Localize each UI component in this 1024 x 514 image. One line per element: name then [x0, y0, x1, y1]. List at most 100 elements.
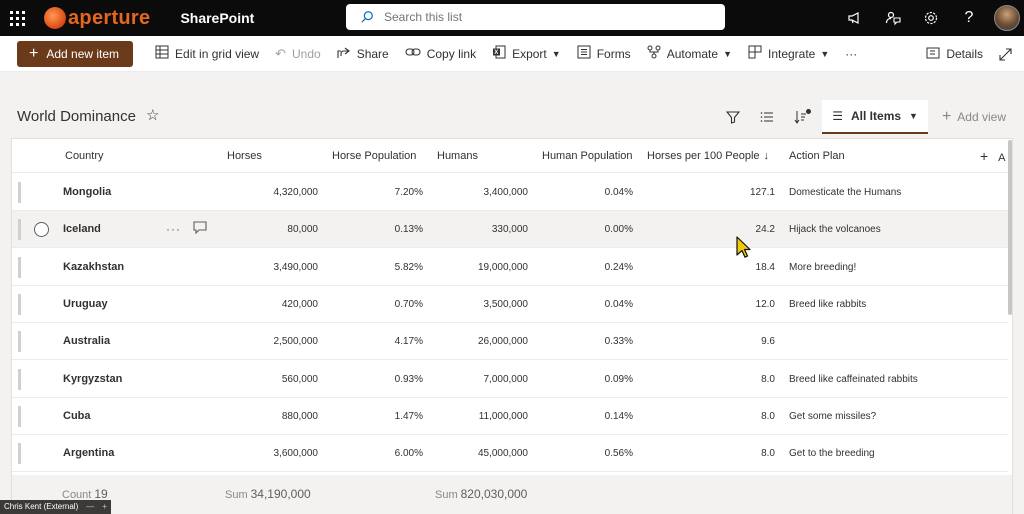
integrate-button[interactable]: Integrate ▼: [740, 36, 837, 72]
automate-button[interactable]: Automate ▼: [639, 36, 740, 72]
row-status-bar: [18, 256, 21, 278]
export-label: Export: [512, 46, 547, 61]
table-row[interactable]: Kazakhstan 3,490,000 5.82% 19,000,000 0.24% 1…: [12, 249, 1008, 286]
copy-link-label: Copy link: [426, 46, 477, 61]
minimize-icon[interactable]: —: [86, 502, 95, 511]
cell-country[interactable]: Kyrgyzstan: [63, 372, 123, 385]
favorite-star-icon[interactable]: ☆: [146, 107, 160, 124]
chevron-down-icon: ▼: [551, 48, 561, 59]
cell-country[interactable]: Uruguay: [63, 297, 108, 310]
app-name[interactable]: SharePoint: [180, 10, 255, 26]
cell-country[interactable]: Mongolia: [63, 186, 112, 198]
cell-human-population: 0.00%: [604, 224, 633, 236]
column-header-human-population[interactable]: Human Population: [542, 150, 633, 162]
column-header-humans[interactable]: Humans: [437, 150, 478, 162]
humans-sum-value: 820,030,000: [460, 487, 528, 501]
cell-action-plan: Get some missiles?: [789, 410, 877, 422]
column-header-horses-per-100[interactable]: Horses per 100 People ↓: [647, 139, 769, 173]
view-selector[interactable]: ☰ All Items ▼: [822, 100, 928, 134]
row-select-checkbox[interactable]: [34, 222, 49, 238]
cell-country[interactable]: Cuba: [63, 409, 91, 422]
cell-human-population: 0.09%: [604, 373, 633, 385]
search-box[interactable]: [346, 4, 725, 30]
cell-action-plan: Hijack the volcanoes: [789, 224, 881, 236]
copy-link-button[interactable]: Copy link: [397, 36, 484, 72]
forms-button[interactable]: Forms: [569, 36, 639, 72]
column-header-horse-population[interactable]: Horse Population: [332, 150, 417, 162]
cell-horse-population: 5.82%: [394, 261, 423, 273]
add-new-item-button[interactable]: + Add new item: [17, 40, 134, 67]
help-icon[interactable]: ?: [964, 9, 974, 26]
share-button[interactable]: Share: [329, 36, 397, 72]
count-total: Count 19: [62, 487, 108, 501]
table-row[interactable]: Mongolia 4,320,000 7.20% 3,400,000 0.04% 127.…: [12, 174, 1008, 211]
cell-horses: 880,000: [281, 410, 318, 422]
count-total-value: 19: [94, 487, 108, 501]
app-launcher-icon[interactable]: [0, 0, 34, 36]
cell-human-population: 0.33%: [604, 336, 633, 348]
cell-horses-per-100: 18.4: [755, 261, 775, 273]
column-header-country[interactable]: Country: [65, 150, 104, 162]
cell-human-population: 0.24%: [604, 261, 633, 273]
group-by-icon[interactable]: [750, 100, 784, 134]
add-column-button[interactable]: + A: [980, 148, 1006, 164]
cell-humans: 3,500,000: [483, 298, 529, 310]
edit-grid-view-button[interactable]: Edit in grid view: [147, 36, 267, 72]
automate-label: Automate: [666, 46, 719, 61]
brand-logo[interactable]: aperture: [44, 6, 150, 30]
gear-icon[interactable]: [912, 0, 950, 36]
sort-icon[interactable]: [784, 100, 818, 134]
share-label: Share: [356, 46, 389, 61]
table-row[interactable]: Uruguay 420,000 0.70% 3,500,000 0.04% 12.0 Bre…: [12, 286, 1008, 323]
filter-icon[interactable]: [716, 100, 750, 134]
cell-country[interactable]: Australia: [63, 335, 111, 348]
cell-horses: 4,320,000: [273, 187, 319, 198]
megaphone-icon[interactable]: [836, 0, 874, 36]
list-title: World Dominance: [17, 108, 136, 125]
column-header-action-plan[interactable]: Action Plan: [789, 150, 845, 162]
forms-icon: [577, 45, 591, 62]
cell-horses: 80,000: [287, 224, 318, 236]
column-header-horses[interactable]: Horses: [227, 150, 262, 162]
cell-action-plan: Domesticate the Humans: [789, 187, 902, 198]
table-row[interactable]: Argentina 3,600,000 6.00% 45,000,000 0.56% 8.…: [12, 435, 1008, 473]
horses-sum: Sum 34,190,000: [225, 487, 311, 501]
row-more-actions-icon[interactable]: ···: [166, 222, 181, 237]
table-header: Country Horses Horse Population Humans H…: [12, 139, 1012, 173]
undo-button[interactable]: ↶ Undo: [267, 36, 329, 72]
details-button[interactable]: Details: [918, 36, 991, 72]
cell-horse-population: 0.13%: [394, 224, 423, 236]
vertical-scrollbar[interactable]: [1008, 140, 1012, 315]
search-input[interactable]: [384, 10, 704, 24]
feedback-icon[interactable]: [874, 0, 912, 36]
suite-bar: aperture SharePoint ?: [0, 0, 1024, 36]
forms-label: Forms: [596, 46, 631, 61]
cell-horses-per-100: 12.0: [755, 298, 775, 310]
expand-icon[interactable]: [991, 36, 1024, 72]
chevron-down-icon: ▼: [909, 111, 918, 121]
totals-row: Count 19 Sum 34,190,000 Sum 820,030,000: [12, 475, 1012, 514]
avatar[interactable]: [994, 5, 1020, 31]
add-view-button[interactable]: + Add view: [932, 108, 1010, 126]
table-row[interactable]: Cuba 880,000 1.47% 11,000,000 0.14% 8.0 Get so…: [12, 398, 1008, 435]
cell-human-population: 0.56%: [604, 448, 633, 460]
cell-country[interactable]: Argentina: [63, 447, 115, 460]
row-comment-icon[interactable]: [193, 221, 207, 237]
count-total-label: Count: [62, 489, 92, 501]
chevron-down-icon: ▼: [723, 48, 732, 59]
cell-horses: 560,000: [281, 373, 318, 385]
more-commands-button[interactable]: ···: [845, 46, 858, 61]
export-button[interactable]: X Export ▼: [484, 36, 569, 72]
row-status-bar: [18, 293, 21, 315]
plus-icon[interactable]: +: [102, 502, 107, 511]
undo-icon: ↶: [275, 45, 286, 61]
cell-humans: 330,000: [491, 224, 528, 236]
cell-country[interactable]: Kazakhstan: [63, 260, 125, 273]
table-row[interactable]: Australia 2,500,000 4.17% 26,000,000 0.33% 9.…: [12, 323, 1008, 361]
column-header-horses-per-100-label: Horses per 100 People: [647, 150, 760, 162]
cell-country[interactable]: Iceland: [63, 223, 101, 236]
undo-label: Undo: [292, 46, 321, 61]
cell-action-plan: More breeding!: [789, 261, 857, 273]
table-row[interactable]: Kyrgyzstan 560,000 0.93% 7,000,000 0.09% 8.0 B…: [12, 361, 1008, 398]
table-row[interactable]: ··· Iceland 80,000 0.13% 330,000 0.00% 24.2 Hij…: [12, 211, 1008, 249]
